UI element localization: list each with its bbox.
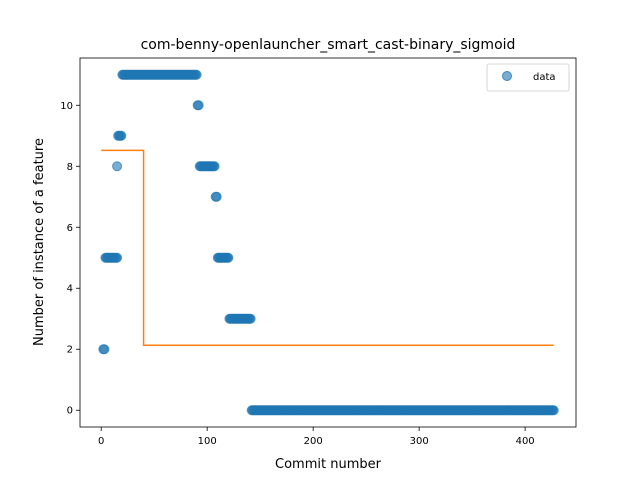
x-tick-label: 100 — [198, 436, 217, 447]
x-axis: 0 100 200 300 400 — [98, 427, 535, 447]
fit-line — [101, 149, 554, 347]
y-axis: 0 2 4 6 8 10 — [60, 101, 80, 417]
data-point — [245, 313, 256, 324]
plot-area — [98, 69, 559, 416]
y-axis-label: Number of instance of a feature — [32, 138, 47, 346]
data-point — [112, 252, 123, 263]
x-tick-label: 200 — [304, 436, 323, 447]
legend: data — [486, 63, 570, 92]
y-tick-label: 6 — [67, 223, 73, 234]
plot-frame — [79, 57, 577, 428]
data-point — [223, 252, 234, 263]
legend-label: data — [533, 72, 556, 83]
x-axis-label: Commit number — [275, 457, 382, 472]
data-point — [211, 191, 222, 202]
y-tick-label: 4 — [67, 284, 73, 295]
y-tick-label: 0 — [67, 406, 73, 417]
chart-title: com-benny-openlauncher_smart_cast-binary… — [141, 37, 516, 53]
data-point — [99, 344, 110, 355]
y-tick-label: 10 — [60, 101, 73, 112]
data-point — [116, 130, 127, 141]
data-point — [193, 100, 204, 111]
y-tick-label: 2 — [67, 345, 73, 356]
legend-marker — [502, 71, 512, 81]
y-tick-label: 8 — [67, 162, 73, 173]
scatter-points — [98, 69, 559, 416]
x-tick-label: 0 — [98, 436, 104, 447]
data-point — [548, 405, 559, 416]
x-tick-label: 400 — [516, 436, 535, 447]
data-point — [209, 161, 220, 172]
data-point — [112, 161, 123, 172]
data-point — [191, 69, 202, 80]
x-tick-label: 300 — [410, 436, 429, 447]
legend-box — [486, 63, 570, 92]
